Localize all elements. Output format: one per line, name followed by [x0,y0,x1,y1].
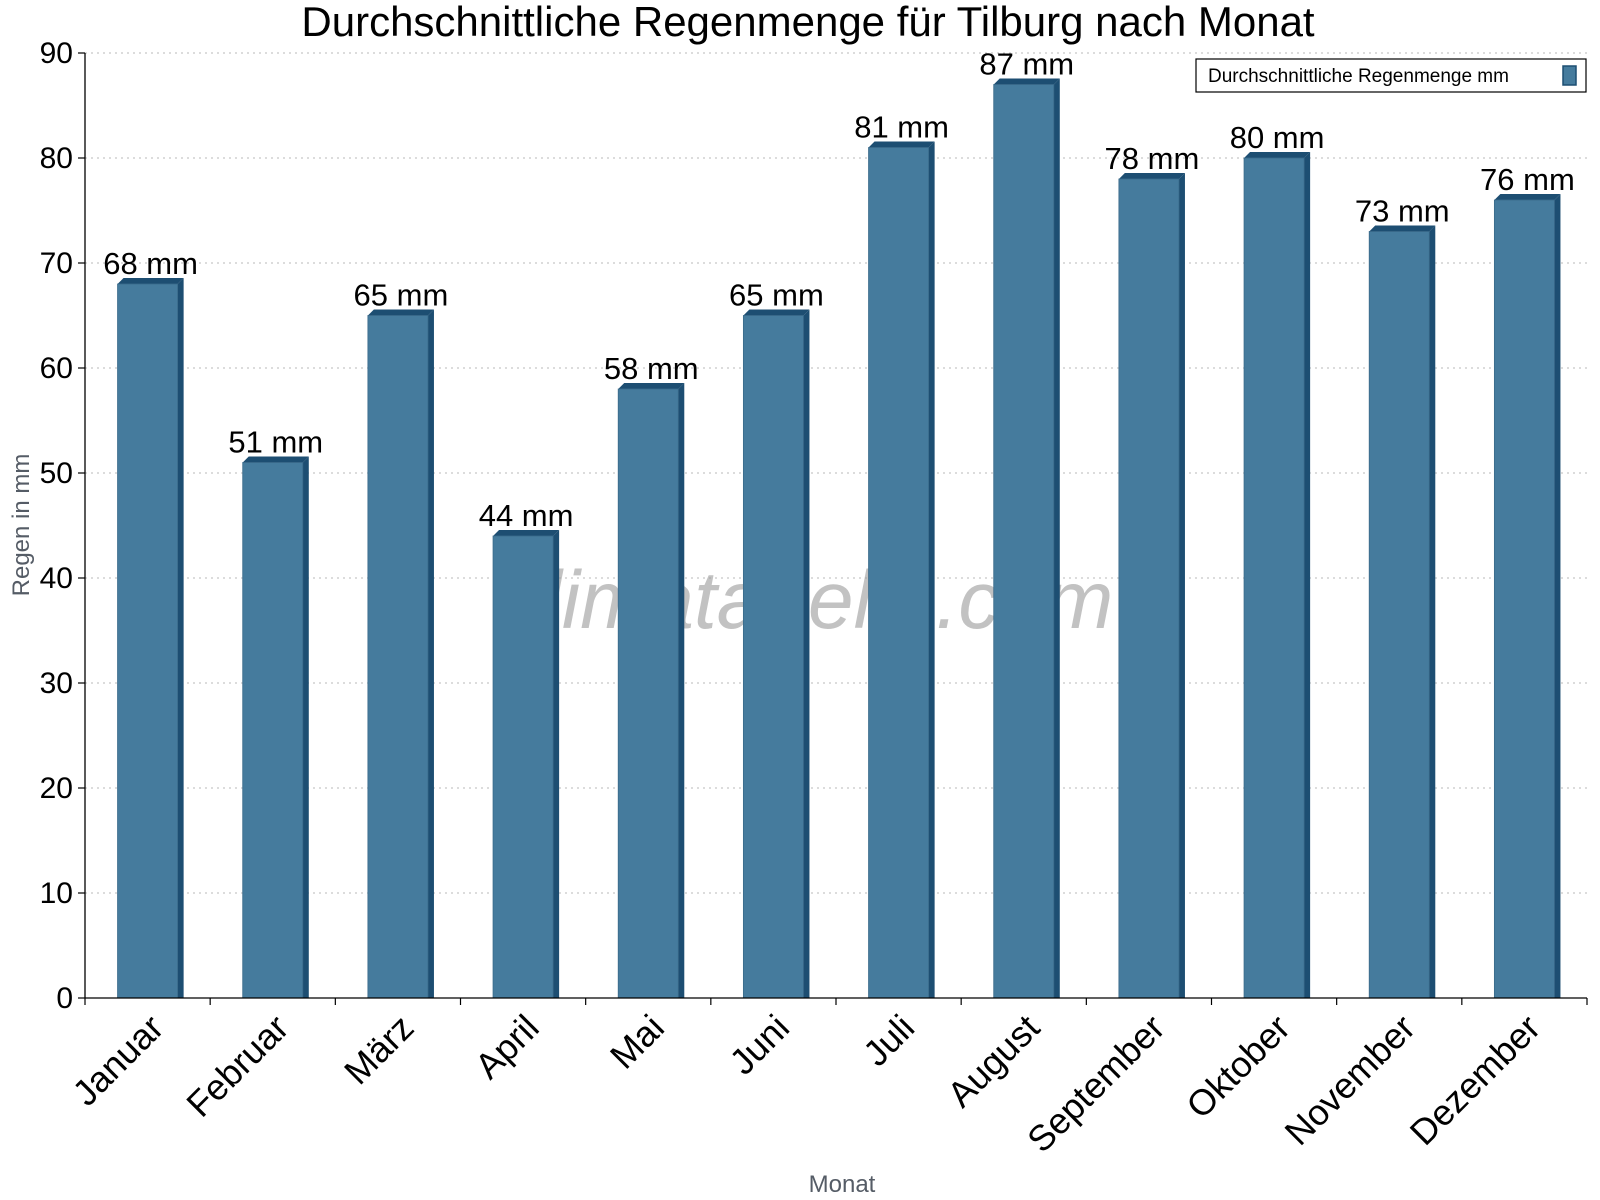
y-tick-label: 60 [40,352,73,385]
legend-label: Durchschnittliche Regenmenge mm [1208,66,1509,87]
x-tick-label: Februar [178,1007,296,1125]
y-tick-label: 30 [40,667,73,700]
bar-januar [117,278,184,999]
gridlines [85,52,1587,894]
bar-front [742,315,804,999]
x-tick-label: November [1276,1007,1422,1153]
bar-side [1053,78,1060,998]
bar-april [492,530,560,999]
data-label: 80 mm [1230,120,1325,155]
y-axis-label: Regen in mm [8,454,35,597]
bar-august [993,78,1060,999]
x-tick-label: März [336,1007,422,1093]
bar-juli [868,141,935,999]
bar-top [367,309,434,316]
bar-side [1178,173,1185,998]
bar-side [1304,152,1311,998]
x-tick-label: August [939,1007,1047,1115]
y-tick-label: 10 [40,877,73,910]
data-label: 58 mm [604,351,699,386]
legend-swatch [1562,65,1577,86]
data-label: 76 mm [1480,162,1575,197]
bar-front [993,84,1055,999]
y-tick-label: 20 [40,772,73,805]
x-tick-label: Oktober [1178,1007,1298,1127]
data-labels: 68 mm 51 mm 65 mm 44 mm 58 mm 65 mm 81 mm 87 mm… [103,47,1575,534]
bar-front [868,147,930,999]
y-tick-label: 0 [56,982,73,1015]
data-label: 73 mm [1355,194,1450,229]
bar-front [367,315,429,999]
bar-front [1118,178,1180,999]
bar-top [1494,194,1561,200]
bars [117,78,1561,999]
data-label: 44 mm [479,498,574,533]
bar-front [1243,157,1305,999]
bar-märz [367,309,434,999]
bar-front [117,283,179,999]
y-tick-label: 80 [40,142,73,175]
x-tick-label: Juli [855,1007,922,1074]
data-label: 65 mm [729,278,824,313]
y-tick-label: 50 [40,457,73,490]
x-tick-label: Januar [64,1007,171,1114]
bar-dezember [1493,194,1561,999]
bar-top [743,309,810,316]
bar-front [1493,199,1555,999]
data-label: 65 mm [354,278,449,313]
legend: Durchschnittliche Regenmenge mm [1195,58,1587,93]
bar-front [1368,231,1430,999]
bar-top [117,278,184,284]
bar-side [1429,225,1436,998]
bar-top [1369,225,1436,232]
data-label: 87 mm [979,47,1074,82]
y-tick-label: 40 [40,562,73,595]
bar-oktober [1243,152,1311,999]
bar-front [242,462,304,999]
bar-top [868,141,935,148]
legend-box [1195,58,1587,93]
bar-top [493,530,560,536]
bar-top [618,383,685,389]
x-tick-label: Dezember [1402,1007,1548,1153]
bar-side [1554,194,1561,998]
data-label: 81 mm [854,110,949,145]
bar-november [1368,225,1436,999]
bar-side [678,383,685,998]
x-tick-label: Mai [602,1007,672,1077]
bar-front [617,388,679,999]
bar-side [803,309,810,998]
y-tick-label: 70 [40,247,73,280]
bar-top [993,78,1060,85]
bar-side [427,309,434,998]
data-label: 68 mm [103,246,198,281]
bar-top [1244,152,1311,158]
data-label: 51 mm [228,425,323,460]
x-axis-label: Monat [809,1171,876,1198]
data-label: 78 mm [1105,141,1200,176]
bar-side [302,456,309,998]
bar-side [928,141,935,998]
y-tick-label: 90 [40,37,73,70]
bar-side [553,530,560,998]
bar-side [177,278,184,998]
bar-februar [242,456,309,999]
chart-title: Durchschnittliche Regenmenge für Tilburg… [301,0,1315,45]
x-tick-label: April [467,1007,547,1087]
x-tick-label: September [1019,1007,1173,1161]
bar-front [492,535,554,999]
bar-juni [742,309,810,999]
bar-mai [617,383,685,999]
x-tick-label: Juni [721,1007,797,1083]
bar-september [1118,173,1185,999]
bar-top [1118,173,1185,179]
bar-top [242,456,309,463]
